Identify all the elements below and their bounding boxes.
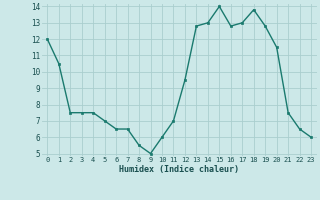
- X-axis label: Humidex (Indice chaleur): Humidex (Indice chaleur): [119, 165, 239, 174]
